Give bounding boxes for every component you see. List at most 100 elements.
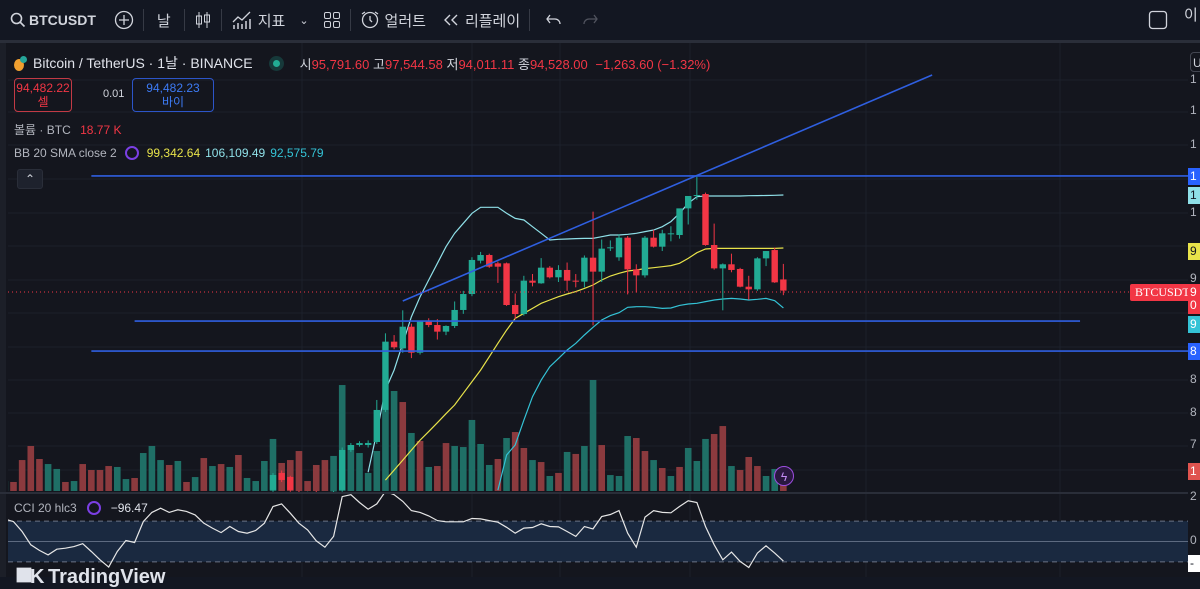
bb-basis-value: 99,342.64 <box>146 146 201 160</box>
layout-button[interactable] <box>323 0 341 40</box>
chevron-down-icon[interactable]: ⌄ <box>299 14 309 27</box>
volume-bar <box>139 453 147 491</box>
volume-bar <box>719 426 727 491</box>
candle-body <box>347 445 355 450</box>
close-value: 94,528.00 <box>529 56 588 72</box>
account-text[interactable]: 이 <box>1184 6 1198 24</box>
volume-bar <box>209 466 216 491</box>
candle <box>719 263 726 311</box>
volume-bar <box>710 434 718 491</box>
price-axis-chip: 9 <box>1188 316 1200 333</box>
symbol-title[interactable]: Bitcoin / TetherUS · 1날 · BINANCE <box>33 55 253 71</box>
candle-body <box>451 309 458 326</box>
price-axis-chip: 1 <box>1188 168 1200 185</box>
buy-button[interactable]: 94,482.23 바이 <box>132 78 214 112</box>
alert-button[interactable]: 얼러트 <box>360 0 426 40</box>
symbol-price-tag: BTCUSDT <box>1130 284 1195 301</box>
volume-bar <box>44 464 52 491</box>
collapse-legend-button[interactable]: ⌃ <box>17 169 43 189</box>
currency-unit-button[interactable]: U <box>1190 52 1200 72</box>
candle-body <box>520 280 528 315</box>
candle <box>633 264 640 293</box>
candle <box>693 176 701 200</box>
candle <box>563 262 571 291</box>
candle-body <box>503 263 510 306</box>
candle-body <box>710 245 718 269</box>
volume-bar <box>468 419 476 491</box>
market-open-dot-icon <box>272 59 280 67</box>
undo-button[interactable] <box>545 0 563 40</box>
candle <box>555 265 562 282</box>
candle <box>512 293 519 320</box>
candle-body <box>615 237 623 258</box>
candle <box>425 318 432 328</box>
candle-body <box>555 269 562 278</box>
candles-icon <box>195 12 210 28</box>
volume-bar <box>200 458 208 491</box>
bb-upper-value: 106,109.49 <box>205 146 266 160</box>
volume-bar <box>183 481 190 491</box>
bb-lower-value: 92,575.79 <box>270 146 324 160</box>
alert-label: 얼러트 <box>384 12 426 30</box>
cci-legend-label[interactable]: CCI 20 hlc3 <box>14 501 77 515</box>
candle <box>598 239 605 282</box>
volume-bar <box>416 440 424 491</box>
candle-body <box>762 251 770 259</box>
volume-bar <box>546 475 554 491</box>
candle <box>650 229 657 248</box>
candle-body <box>728 264 735 270</box>
candle-body <box>685 195 692 209</box>
candle <box>607 240 614 252</box>
candle <box>710 223 718 270</box>
candle-body <box>529 280 536 283</box>
drawings[interactable] <box>91 74 1200 352</box>
volume-bar <box>338 385 346 491</box>
candle-body <box>460 294 467 310</box>
candle-body <box>667 233 675 235</box>
candle-body <box>693 195 701 197</box>
volume-bar <box>425 466 432 491</box>
symbol-search-button[interactable]: BTCUSDT <box>10 0 96 40</box>
candle-body <box>780 279 787 291</box>
candle <box>460 290 467 314</box>
sell-button[interactable]: 94,482.22 셀 <box>14 78 72 112</box>
volume-bar <box>312 464 320 491</box>
volume-legend-label[interactable]: 볼륨 · BTC <box>14 123 71 137</box>
volume-bar <box>520 447 528 491</box>
volume-bar <box>667 475 675 491</box>
change-value: −1,263.60 (−1.32%) <box>595 56 711 72</box>
add-symbol-button[interactable] <box>114 0 134 40</box>
candle <box>754 257 761 291</box>
volume-bar <box>485 464 493 491</box>
lightning-icon[interactable]: ϟ <box>774 466 794 486</box>
volume-bar <box>537 462 545 491</box>
volume-bar <box>217 464 225 491</box>
indicators-button[interactable]: 지표 <box>231 0 285 40</box>
volume-bar <box>607 475 614 491</box>
volume-legend-value: 18.77 K <box>80 123 122 137</box>
chart-type-button[interactable] <box>194 0 212 40</box>
pane-divider[interactable] <box>0 492 1188 494</box>
fullscreen-button[interactable] <box>1148 0 1168 40</box>
candle-body <box>330 491 337 492</box>
volume-bar <box>460 447 467 491</box>
replay-button[interactable]: 리플레이 <box>442 0 520 40</box>
price-axis-label: 0 <box>1190 533 1197 547</box>
volume-bar <box>451 445 458 491</box>
candle-body <box>494 263 502 267</box>
loading-icon <box>86 501 101 515</box>
volume-bar <box>122 479 130 491</box>
bb-upper-line <box>367 194 784 473</box>
divider <box>183 9 185 31</box>
redo-button[interactable] <box>581 0 599 40</box>
volume-bar <box>96 470 104 491</box>
volume-bar <box>702 438 709 491</box>
rewind-icon <box>442 12 460 28</box>
volume-bar <box>754 466 761 491</box>
bb-legend-label[interactable]: BB 20 SMA close 2 <box>14 146 117 160</box>
candle-body <box>563 269 571 281</box>
interval-button[interactable]: 날 <box>156 12 171 30</box>
price-axis-label: 1 <box>1190 103 1197 117</box>
volume-bar <box>105 466 112 491</box>
chart-background <box>0 43 1200 577</box>
